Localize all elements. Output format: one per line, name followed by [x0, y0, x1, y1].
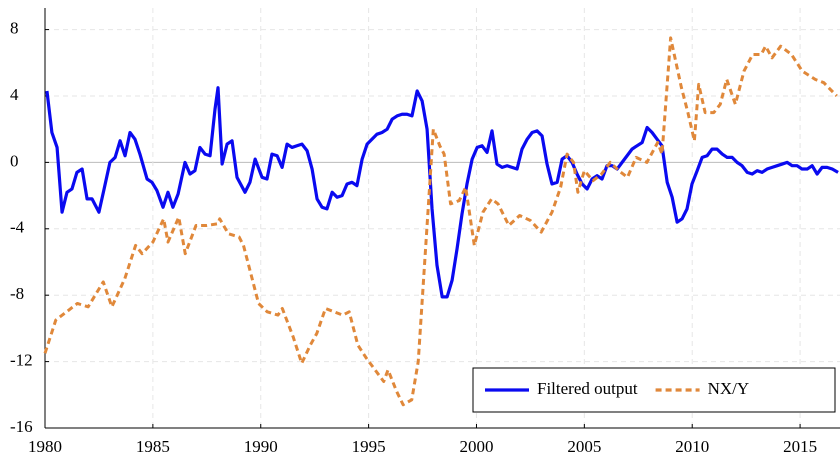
y-tick-label: -8 [10, 284, 24, 303]
legend-label: NX/Y [708, 379, 750, 398]
x-tick-label: 1995 [352, 437, 386, 456]
y-tick-label: 4 [10, 85, 19, 104]
x-tick-label: 2005 [567, 437, 601, 456]
x-tick-label: 1990 [244, 437, 278, 456]
y-tick-label: 8 [10, 18, 19, 37]
x-tick-label: 2010 [675, 437, 709, 456]
y-tick-label: -4 [10, 218, 25, 237]
legend: Filtered output NX/Y [472, 367, 836, 413]
x-tick-label: 2015 [783, 437, 817, 456]
x-tick-label: 1985 [136, 437, 170, 456]
legend-box [472, 367, 836, 413]
line-series [43, 36, 838, 407]
x-tick-label: 2000 [459, 437, 493, 456]
legend-label: Filtered output [537, 379, 638, 398]
y-tick-label: -12 [10, 351, 33, 370]
line-series [45, 86, 839, 299]
x-tick-label: 1980 [28, 437, 62, 456]
y-tick-label: 0 [10, 151, 19, 170]
y-tick-label: -16 [10, 417, 33, 436]
